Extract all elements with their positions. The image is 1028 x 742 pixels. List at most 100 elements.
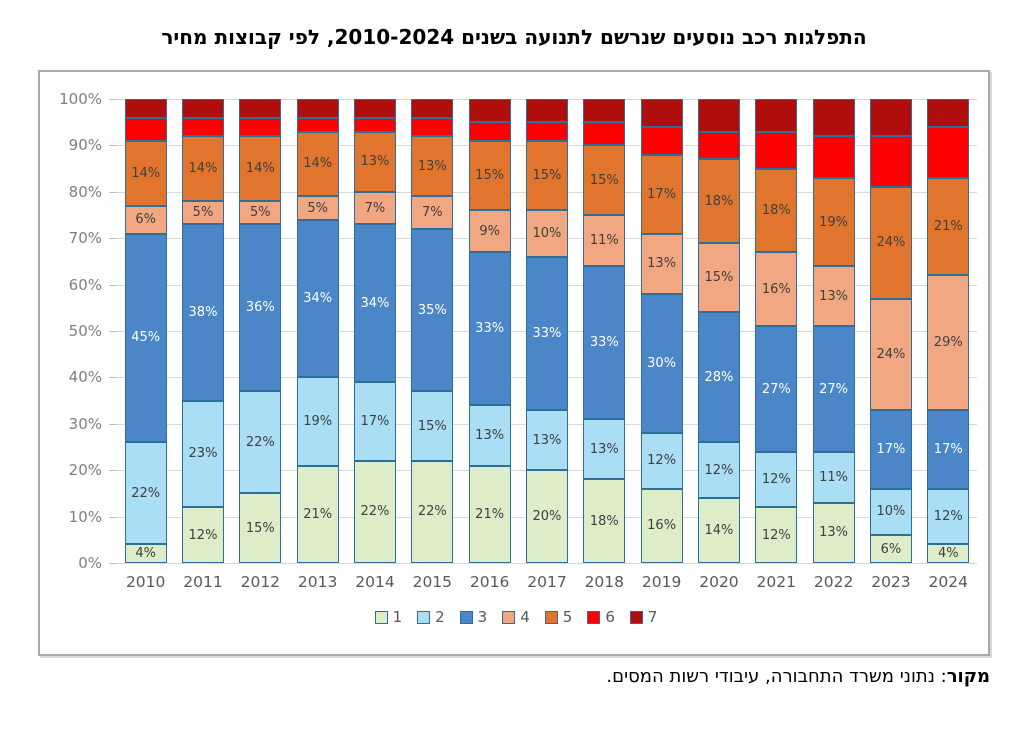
bar-segment-label: 17% xyxy=(876,441,906,457)
bar-segment-label: 36% xyxy=(245,300,275,316)
bar-segment-label: 13% xyxy=(532,432,562,448)
bar-segment-label: 4% xyxy=(135,546,156,562)
bar-segment-label: 16% xyxy=(761,281,791,297)
bar-segment-label: 28% xyxy=(704,369,734,385)
legend-item-6: 6 xyxy=(587,608,615,626)
bar-segment: 14% xyxy=(296,131,339,197)
bar-segment: 9% xyxy=(468,210,511,253)
legend-swatch-icon xyxy=(629,610,643,624)
bar-segment xyxy=(525,99,568,123)
legend-item-1: 1 xyxy=(374,608,402,626)
bar-2010: 4% 22% 45% 6% 14% xyxy=(124,99,167,563)
bar-segment: 12% xyxy=(640,433,683,489)
bar-segment xyxy=(411,117,454,137)
y-tick-mark xyxy=(109,423,117,425)
bar-segment xyxy=(697,131,740,160)
y-tick-mark xyxy=(109,377,117,379)
y-tick-label: 50% xyxy=(68,322,102,340)
bar-segment-label: 13% xyxy=(647,256,677,272)
bar-segment xyxy=(124,117,167,141)
y-tick-mark xyxy=(109,563,117,564)
bar-segment-label: 14% xyxy=(704,523,734,539)
bar-segment: 12% xyxy=(927,488,970,545)
bar-segment-label: 24% xyxy=(876,235,906,251)
legend-label: 6 xyxy=(605,608,615,626)
legend-label: 2 xyxy=(435,608,445,626)
x-tick-label: 2020 xyxy=(699,573,739,591)
bar-segment: 34% xyxy=(296,219,339,378)
bar-segment: 22% xyxy=(239,391,282,494)
bar-segment-label: 10% xyxy=(876,504,906,520)
legend-swatch-icon xyxy=(459,610,473,624)
bar-segment-label: 11% xyxy=(589,233,619,249)
bar-segment-label: 33% xyxy=(589,335,619,351)
bar-segment-label: 22% xyxy=(417,504,447,520)
legend-label: 3 xyxy=(477,608,488,626)
bar-segment-label: 17% xyxy=(647,186,677,202)
bar-segment: 13% xyxy=(640,233,683,294)
bar-segment-label: 5% xyxy=(307,200,328,216)
bar-segment: 27% xyxy=(755,326,798,452)
bar-segment: 5% xyxy=(296,196,339,220)
bar-2011: 12% 23% 38% 5% 14% xyxy=(181,99,224,563)
bar-segment-label: 15% xyxy=(475,168,505,184)
bar-segment-label: 19% xyxy=(303,413,333,429)
bar-2014: 22% 17% 34% 7% 13% xyxy=(353,99,396,563)
bar-segment-label: 12% xyxy=(761,527,791,543)
legend: 1 2 3 4 5 6 7 xyxy=(40,608,992,626)
bar-segment: 29% xyxy=(927,275,970,410)
legend-label: 5 xyxy=(562,608,573,626)
bar-segment-label: 12% xyxy=(761,471,791,487)
y-tick-mark xyxy=(109,238,117,240)
y-tick-label: 90% xyxy=(68,136,102,155)
bar-segment: 6% xyxy=(124,205,167,234)
bar-segment-label: 6% xyxy=(135,212,156,228)
bar-segment-label: 29% xyxy=(933,335,963,351)
bar-segment xyxy=(640,126,683,155)
y-tick-label: 60% xyxy=(68,275,102,294)
bar-segment-label: 17% xyxy=(933,441,963,457)
bar-segment xyxy=(927,126,970,178)
legend-label: 7 xyxy=(647,608,658,626)
bar-segment: 17% xyxy=(640,154,683,234)
bar-segment-label: 34% xyxy=(303,291,333,307)
bar-segment: 18% xyxy=(583,479,626,563)
bar-segment xyxy=(181,99,224,118)
bar-segment: 18% xyxy=(697,159,740,243)
legend-item-5: 5 xyxy=(544,608,573,626)
y-tick-label: 100% xyxy=(59,90,102,108)
x-tick-label: 2021 xyxy=(756,573,796,591)
bar-segment: 20% xyxy=(525,470,568,563)
bar-segment-label: 22% xyxy=(131,485,161,501)
bar-segment: 11% xyxy=(812,451,855,503)
bar-segment-label: 10% xyxy=(532,226,562,242)
bar-segment: 13% xyxy=(468,405,511,466)
bar-segment: 18% xyxy=(755,168,798,253)
bar-segment: 22% xyxy=(124,442,167,545)
bar-segment xyxy=(181,117,224,137)
bar-2012: 15% 22% 36% 5% 14% xyxy=(239,99,282,563)
bar-segment-label: 22% xyxy=(245,434,275,450)
legend-item-7: 7 xyxy=(629,608,658,626)
bar-segment-label: 15% xyxy=(417,418,447,434)
bar-segment: 19% xyxy=(812,177,855,267)
bar-segment-label: 15% xyxy=(532,168,562,184)
y-tick-label: 30% xyxy=(68,414,102,433)
source-note: מקור: נתוני משרד התחבורה, עיבודי רשות המ… xyxy=(606,666,990,687)
bar-2023: 6% 10% 17% 24% 24% xyxy=(869,99,912,563)
y-tick-mark xyxy=(109,284,117,286)
bar-segment: 21% xyxy=(927,177,970,276)
y-tick-mark xyxy=(109,191,117,193)
bar-segment: 7% xyxy=(411,196,454,229)
bar-segment-label: 5% xyxy=(250,205,271,221)
bar-segment: 33% xyxy=(468,252,511,406)
bar-segment-label: 27% xyxy=(761,381,791,397)
bar-segment-label: 21% xyxy=(475,506,505,522)
bar-segment-label: 5% xyxy=(192,205,214,221)
bar-segment-label: 7% xyxy=(421,205,443,221)
bar-2016: 21% 13% 33% 9% 15% xyxy=(468,99,511,563)
bar-segment-label: 15% xyxy=(589,172,619,188)
x-tick-label: 2023 xyxy=(871,573,911,591)
bar-segment: 45% xyxy=(124,233,167,443)
bar-segment-label: 35% xyxy=(417,302,447,318)
